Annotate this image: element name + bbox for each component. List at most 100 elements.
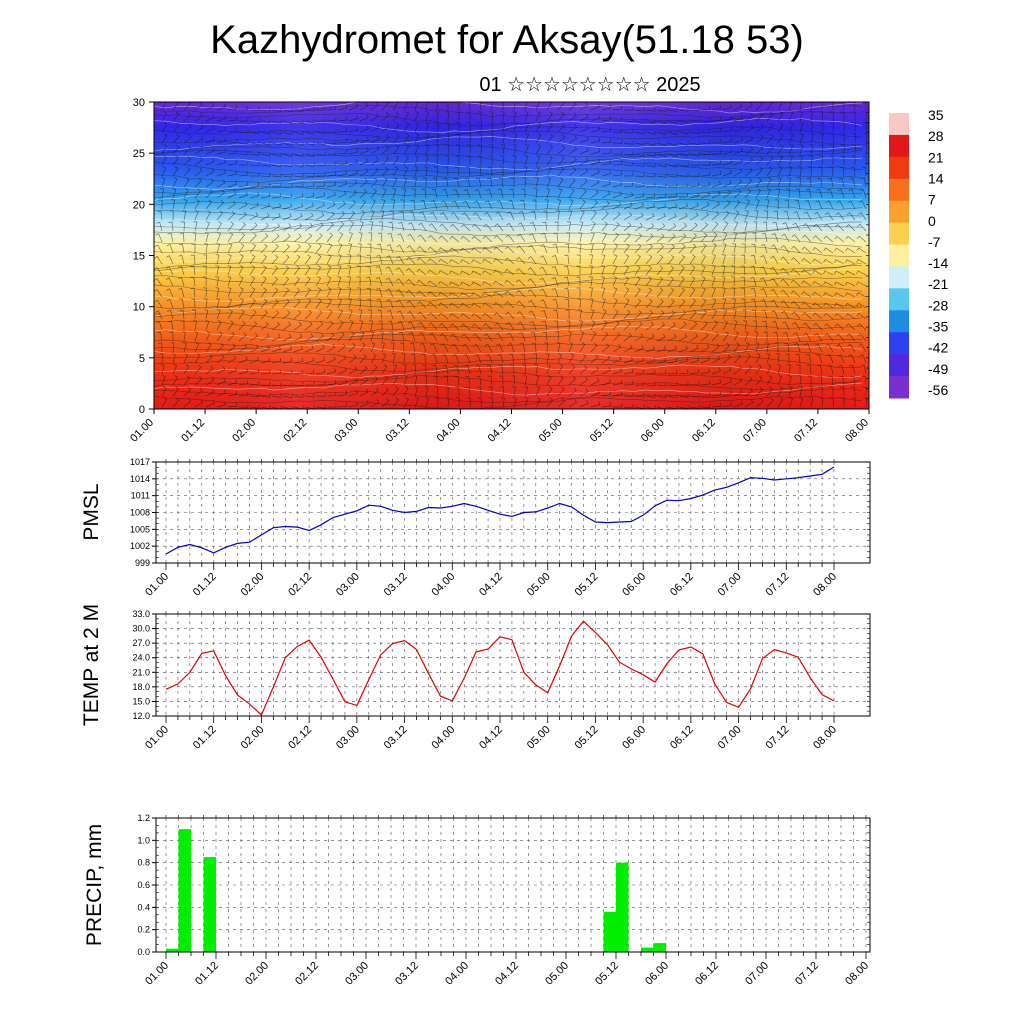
precip-bar — [654, 943, 667, 952]
colorbar-label: 7 — [928, 192, 936, 208]
xtick-label: 08.00 — [811, 724, 839, 752]
xtick-label: 05.00 — [525, 571, 553, 599]
heatmap-xtick-label: 08.00 — [843, 417, 871, 445]
heatmap-ytick-label: 10 — [133, 302, 145, 314]
ytick-label: 1017 — [130, 457, 150, 467]
xtick-label: 01.00 — [143, 724, 171, 752]
page-subtitle: 01 ☆☆☆☆☆☆☆☆ 2025 — [479, 74, 700, 96]
precip-bar — [204, 857, 217, 952]
xtick-label: 08.00 — [843, 960, 871, 988]
page-title: Kazhydromet for Aksay(51.18 53) — [210, 18, 804, 62]
ytick-label: 27.0 — [132, 638, 150, 648]
colorbar-label: -42 — [928, 340, 948, 356]
xtick-label: 02.00 — [243, 960, 271, 988]
heatmap-ytick-label: 25 — [133, 148, 145, 160]
heatmap-xtick-label: 02.00 — [230, 417, 258, 445]
ytick-label: 1.0 — [137, 835, 150, 845]
xtick-label: 04.12 — [477, 724, 505, 752]
temperature-frame — [156, 614, 870, 716]
precip-axis-label: PRECIP, mm — [83, 824, 106, 946]
heatmap-xtick-label: 05.00 — [537, 417, 565, 445]
xtick-label: 07.12 — [763, 571, 791, 599]
xtick-label: 04.00 — [429, 724, 457, 752]
ytick-label: 1.2 — [137, 813, 150, 823]
heatmap-xtick-label: 03.00 — [332, 417, 360, 445]
xtick-label: 02.00 — [239, 571, 267, 599]
ytick-label: 12.0 — [132, 711, 150, 721]
xtick-label: 03.00 — [334, 571, 362, 599]
xtick-label: 02.00 — [239, 724, 267, 752]
ytick-label: 1008 — [130, 508, 150, 518]
colorbar-block — [889, 113, 909, 135]
heatmap-xtick-label: 04.12 — [486, 417, 514, 445]
colorbar: 3528211470-7-14-21-28-35-42-49-56 — [889, 107, 948, 399]
colorbar-block — [889, 332, 909, 354]
colorbar-block — [889, 245, 909, 267]
temperature-panel: 12.015.018.021.024.027.030.033.001.0001.… — [80, 604, 870, 752]
xtick-label: 01.12 — [193, 960, 221, 988]
colorbar-label: 28 — [928, 128, 944, 144]
xtick-label: 01.00 — [143, 960, 171, 988]
heatmap-xtick-label: 03.12 — [384, 417, 412, 445]
xtick-label: 01.00 — [143, 571, 171, 599]
xtick-label: 05.12 — [573, 571, 601, 599]
xtick-label: 06.12 — [668, 571, 696, 599]
xtick-label: 05.12 — [573, 724, 601, 752]
xtick-label: 02.12 — [293, 960, 321, 988]
heatmap-ytick-label: 5 — [139, 353, 145, 365]
xtick-label: 03.12 — [382, 571, 410, 599]
xtick-label: 05.00 — [525, 724, 553, 752]
ytick-label: 1014 — [130, 474, 150, 484]
colorbar-block — [889, 223, 909, 245]
xtick-label: 07.00 — [716, 571, 744, 599]
heatmap-ytick-label: 15 — [133, 251, 145, 263]
colorbar-label: 35 — [928, 107, 944, 123]
heatmap-ytick-label: 30 — [133, 97, 145, 109]
ytick-label: 0.0 — [137, 947, 150, 957]
xtick-label: 01.12 — [191, 571, 219, 599]
precip-panel: 0.00.20.40.60.81.01.201.0001.1202.0002.1… — [83, 813, 871, 988]
heatmap-ytick-label: 0 — [139, 404, 145, 416]
xtick-label: 02.12 — [286, 724, 314, 752]
xtick-label: 06.12 — [668, 724, 696, 752]
temperature-axis-label: TEMP at 2 M — [80, 604, 103, 726]
precip-bar — [604, 912, 617, 952]
xtick-label: 04.12 — [493, 960, 521, 988]
ytick-label: 1011 — [131, 491, 150, 501]
xtick-label: 03.12 — [382, 724, 410, 752]
colorbar-block — [889, 201, 909, 223]
heatmap-xtick-label: 04.00 — [435, 417, 463, 445]
colorbar-label: -28 — [928, 297, 948, 313]
colorbar-block — [889, 376, 909, 398]
xtick-label: 04.12 — [477, 571, 505, 599]
xtick-label: 07.12 — [763, 724, 791, 752]
precip-bar — [166, 949, 179, 952]
colorbar-label: -21 — [928, 276, 948, 292]
colorbar-label: -49 — [928, 361, 948, 377]
xtick-label: 07.12 — [793, 960, 821, 988]
ytick-label: 24.0 — [132, 653, 150, 663]
heatmap-xtick-label: 07.12 — [792, 417, 820, 445]
xtick-label: 05.00 — [543, 960, 571, 988]
heatmap-ytick-label: 20 — [133, 199, 145, 211]
xtick-label: 04.00 — [429, 571, 457, 599]
precip-bar — [179, 829, 192, 952]
colorbar-block — [889, 157, 909, 179]
pmsl-axis-label: PMSL — [80, 483, 103, 540]
colorbar-label: -7 — [928, 234, 941, 250]
xtick-label: 03.12 — [393, 960, 421, 988]
colorbar-label: 21 — [928, 149, 944, 165]
colorbar-block — [889, 179, 909, 201]
ytick-label: 30.0 — [132, 624, 150, 634]
xtick-label: 06.12 — [693, 960, 721, 988]
xtick-label: 08.00 — [811, 571, 839, 599]
colorbar-label: -56 — [928, 382, 948, 398]
ytick-label: 0.8 — [137, 858, 150, 868]
ytick-label: 33.0 — [132, 609, 150, 619]
xtick-label: 05.12 — [593, 960, 621, 988]
pmsl-panel: 99910021005100810111014101701.0001.1202.… — [80, 457, 870, 599]
colorbar-block — [889, 354, 909, 376]
colorbar-block — [889, 266, 909, 288]
xtick-label: 03.00 — [334, 724, 362, 752]
